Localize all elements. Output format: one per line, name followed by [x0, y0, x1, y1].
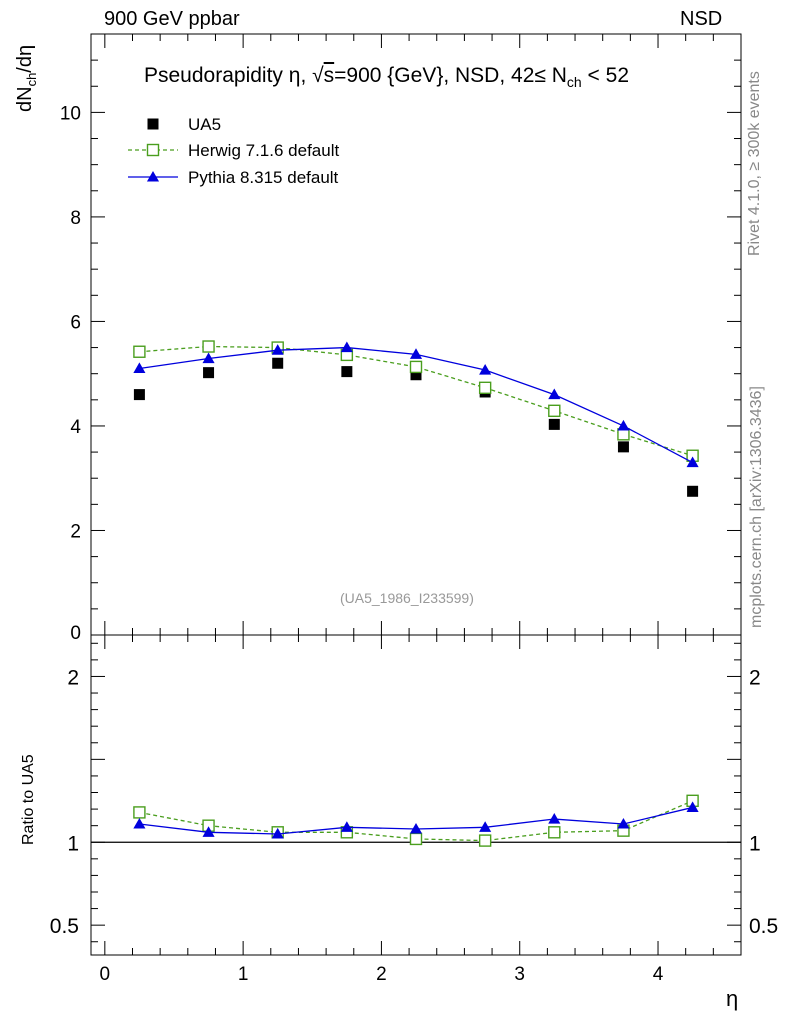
title-s: s	[323, 64, 335, 87]
main-data-point	[203, 367, 215, 379]
main-herwig-point	[478, 381, 492, 395]
x-tick-label: 1	[238, 964, 249, 985]
main-data-point	[272, 357, 284, 369]
ylabel-sub: ch	[24, 72, 39, 87]
main-herwig-line	[139, 345, 693, 457]
ratio-y-tick-label-right: 0.5	[749, 915, 778, 938]
ratio-frame	[90, 634, 742, 956]
xlabel: η	[726, 986, 739, 1011]
ratio-y-tick-label: 2	[67, 666, 79, 689]
main-y-tick-label: 6	[70, 312, 81, 333]
main-herwig-point	[548, 404, 561, 418]
main-pythia-point	[133, 362, 146, 374]
main-data-point	[341, 366, 353, 378]
ratio-pythia-point	[686, 801, 699, 812]
legend-pythia-marker	[146, 170, 160, 182]
legend-data-label: UA5	[188, 115, 221, 134]
main-y-tick-label: 0	[70, 623, 81, 644]
rivet-label: Rivet 4.1.0, ≥ 300k events	[746, 71, 763, 256]
legend-herwig-label: Herwig 7.1.6 default	[188, 141, 339, 160]
x-tick-label: 3	[514, 964, 525, 985]
ratio-herwig-point	[478, 834, 492, 847]
watermark: (UA5_1986_I233599)	[340, 590, 474, 606]
main-pythia-point	[202, 352, 215, 364]
legend-data-marker	[147, 118, 159, 130]
main-ylabel: dNch/dη	[14, 45, 39, 112]
ratio-pythia-point	[271, 827, 284, 839]
ratio-herwig-point	[548, 826, 561, 839]
mcplots-label: mcplots.cern.ch [arXiv:1306.3436]	[748, 386, 765, 628]
main-herwig-point	[133, 345, 146, 358]
main-pythia-point	[340, 341, 353, 353]
main-y-tick-label: 8	[70, 208, 81, 229]
main-y-tick-label: 4	[70, 417, 81, 438]
ratio-pythia-point	[202, 826, 215, 837]
main-data-point	[133, 389, 145, 401]
legend-herwig-marker	[146, 143, 160, 157]
header-left: 900 GeV ppbar	[104, 8, 240, 30]
plot-title: Pseudorapidity η, √s=900 {GeV}, NSD, 42≤…	[144, 64, 629, 91]
ratio-y-tick-label: 1	[67, 832, 79, 855]
x-tick-label: 2	[376, 964, 387, 985]
ratio-pythia-point	[617, 817, 630, 829]
ratio-y-tick-label-right: 2	[749, 666, 761, 689]
main-pythia-point	[548, 388, 561, 400]
ratio-ylabel: Ratio to UA5	[20, 754, 37, 845]
main-data-point	[548, 418, 560, 430]
main-pythia-point	[617, 419, 630, 431]
ratio-y-tick-label-right: 1	[749, 832, 761, 855]
title-energy: =900 {GeV}, NSD, 42≤ N	[334, 64, 567, 87]
title-eta: η	[288, 64, 301, 87]
ylabel-main: dN	[14, 86, 36, 112]
main-data-point	[687, 485, 699, 497]
ratio-pythia-point	[409, 822, 423, 834]
ratio-y-tick-label: 0.5	[50, 915, 79, 938]
x-tick-label: 4	[653, 964, 664, 985]
legend-pythia-label: Pythia 8.315 default	[188, 168, 339, 187]
ratio-pythia-point	[479, 821, 492, 832]
main-data-point	[617, 441, 629, 453]
main-data-point	[410, 369, 422, 381]
ratio-pythia-point	[548, 812, 561, 824]
main-pythia-point	[409, 348, 423, 359]
ratio-pythia-point	[133, 817, 146, 829]
main-pythia-point	[479, 363, 492, 375]
main-herwig-point	[409, 360, 423, 374]
x-tick-label: 0	[100, 964, 111, 985]
title-sub: ch	[566, 74, 582, 91]
header-right: NSD	[680, 8, 723, 30]
title-suffix: < 52	[581, 64, 629, 87]
ylabel-tail: /dη	[14, 44, 36, 73]
ratio-herwig-line	[139, 800, 693, 842]
main-pythia-point	[686, 456, 699, 468]
ratio-herwig-point	[133, 806, 146, 819]
title-sqrt: √	[312, 64, 324, 87]
ratio-herwig-point	[409, 832, 423, 846]
ratio-pythia-point	[340, 821, 353, 832]
title-prefix: Pseudorapidity	[144, 64, 283, 87]
main-pythia-point	[271, 344, 284, 355]
main-herwig-point	[202, 340, 215, 353]
main-y-tick-label: 2	[70, 521, 81, 542]
main-y-tick-label: 10	[60, 103, 81, 124]
